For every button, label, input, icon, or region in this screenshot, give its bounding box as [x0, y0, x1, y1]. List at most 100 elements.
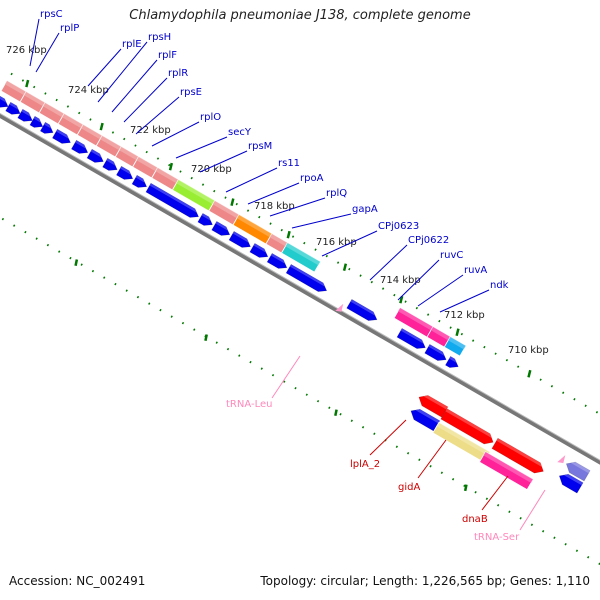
outer-tick-track: [258, 215, 261, 219]
upper-gene-bar-highlight: [136, 156, 158, 172]
inner-tick-track: [305, 393, 308, 396]
gene-label: rs11: [278, 158, 300, 169]
forward-gene-arrow[interactable]: [17, 108, 33, 122]
inner-tick-track: [350, 419, 353, 422]
gene-label: ndk: [490, 280, 509, 291]
inner-tick-track: [271, 373, 275, 377]
forward-gene-arrow[interactable]: [346, 298, 378, 321]
inner-tick-track: [1, 217, 5, 221]
forward-gene-arrow-highlight: [270, 253, 286, 264]
lower-gene-arrow[interactable]: [558, 473, 584, 494]
forward-gene-arrow[interactable]: [285, 263, 328, 292]
gene-label-leader: [417, 274, 464, 307]
kbp-tick-mark: [527, 369, 532, 378]
gene-label: CPj0622: [408, 235, 449, 246]
lower-gene-arrow[interactable]: [565, 461, 591, 482]
inner-tick-track: [451, 478, 455, 481]
inner-tick-track: [249, 360, 252, 364]
outer-tick-track: [213, 189, 216, 193]
upper-gene-bar-highlight: [119, 146, 139, 161]
kbp-tick-label: 718 kbp: [254, 201, 295, 212]
trna-leu-marker[interactable]: [335, 303, 344, 312]
inner-tick-track: [170, 315, 173, 318]
outer-tick-track: [348, 267, 351, 271]
lower-gene-arrow[interactable]: [491, 437, 544, 474]
inner-tick-track: [159, 308, 162, 312]
outer-tick-track: [460, 332, 464, 336]
gene-label-leader: [35, 32, 60, 73]
inner-tick-track: [136, 295, 140, 299]
lower-gene-arrow[interactable]: [440, 408, 494, 445]
outer-tick-track: [494, 352, 497, 355]
outer-tick-track: [134, 144, 137, 147]
outer-tick-track: [156, 157, 160, 160]
forward-gene-arrow-highlight: [9, 102, 19, 110]
forward-gene-arrow-highlight: [149, 183, 197, 213]
outer-tick-track: [573, 397, 576, 401]
upper-gene-bar-highlight: [398, 307, 433, 331]
inner-tick-track: [395, 445, 398, 448]
inner-tick-track: [575, 549, 579, 553]
trna-leader: [519, 489, 546, 531]
lower-gene-bar[interactable]: [478, 451, 534, 491]
inner-tick-track: [361, 425, 365, 429]
gene-label-leader: [291, 213, 352, 229]
trna-label: tRNA-Ser: [474, 532, 520, 543]
outer-tick-track: [33, 85, 36, 89]
forward-gene-arrow-highlight: [289, 264, 325, 287]
kbp-tick-mark: [168, 162, 174, 171]
forward-gene-arrow[interactable]: [211, 220, 231, 236]
outer-tick-track: [123, 137, 126, 141]
inner-tick-track: [429, 464, 432, 468]
inner-tick-track: [328, 406, 331, 409]
lower-gene-arrow-highlight: [415, 409, 440, 424]
gene-label: rplE: [122, 39, 142, 50]
gene-label-leader: [87, 48, 122, 87]
inner-tick-track: [542, 530, 545, 533]
forward-gene-arrow-highlight: [428, 344, 445, 356]
inner-tick-track: [181, 321, 185, 325]
kbp-tick-label: 712 kbp: [444, 310, 485, 321]
kbp-tick-label: 726 kbp: [6, 45, 47, 56]
gene-label: CPj0623: [378, 221, 419, 232]
trna-label: tRNA-Leu: [226, 399, 272, 410]
inner-tick-track: [564, 543, 567, 546]
gene-label-leader: [247, 182, 300, 205]
gene-label: rplP: [60, 23, 79, 34]
forward-gene-arrow-highlight: [120, 166, 131, 175]
lower-gene-leader: [417, 439, 447, 479]
forward-gene-arrow-highlight: [253, 243, 267, 253]
gene-label: rpsH: [148, 32, 171, 43]
forward-gene-arrow[interactable]: [424, 343, 447, 361]
lower-gene-arrow-highlight: [423, 395, 448, 410]
forward-gene-arrow[interactable]: [51, 128, 71, 144]
gene-label: rpsE: [180, 87, 202, 98]
kbp-tick-label: 710 kbp: [508, 345, 549, 356]
forward-gene-arrow[interactable]: [5, 101, 21, 115]
trna-ser-marker[interactable]: [557, 455, 566, 464]
gene-label: rpsC: [40, 9, 63, 20]
inner-tick-track: [283, 380, 286, 383]
inner-tick-track: [587, 556, 590, 559]
gene-label: rpoA: [300, 173, 324, 184]
inner-tick-track: [463, 484, 466, 487]
outer-tick-track: [359, 274, 362, 277]
inner-tick-track: [24, 230, 27, 234]
kbp-tick-mark: [286, 230, 291, 239]
outer-tick-track: [224, 196, 227, 199]
outer-tick-track: [539, 378, 542, 381]
upper-gene-bar-highlight: [24, 91, 46, 107]
forward-gene-arrow[interactable]: [266, 252, 288, 269]
inner-tick-track: [226, 347, 230, 351]
forward-gene-arrow[interactable]: [228, 230, 251, 248]
forward-gene-arrow-highlight: [350, 299, 376, 316]
lower-gene-arrow-highlight: [496, 438, 542, 467]
forward-gene-arrow[interactable]: [249, 242, 269, 258]
outer-tick-track: [562, 391, 565, 394]
gene-label-leader: [369, 244, 408, 281]
upper-gene-bar-highlight: [4, 80, 27, 96]
outer-tick-track: [235, 202, 238, 206]
gene-label-leader: [29, 18, 40, 67]
gene-label-leader: [175, 136, 228, 159]
